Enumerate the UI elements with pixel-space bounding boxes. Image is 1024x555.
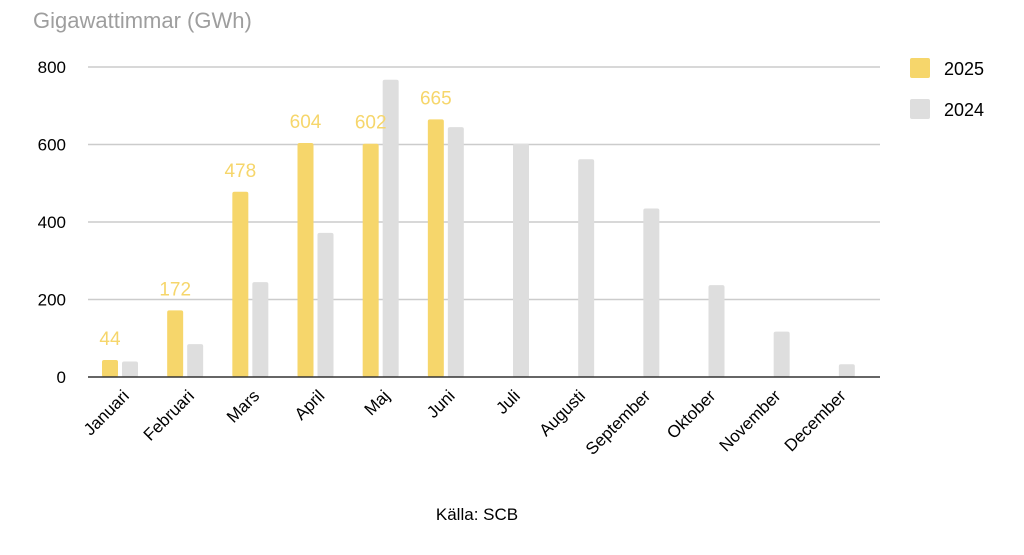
x-tick-label: Mars xyxy=(223,386,263,426)
chart-unit-label: Gigawattimmar (GWh) xyxy=(33,8,252,33)
y-axis-ticks: 0 200 400 600 800 xyxy=(38,58,66,387)
x-tick-label: Maj xyxy=(361,386,394,419)
bar-2024-Oktober xyxy=(708,285,725,377)
bar-2024-December xyxy=(838,364,855,377)
bar-2025-April xyxy=(297,142,314,377)
y-tick-label: 800 xyxy=(38,58,66,77)
bar-2024-September xyxy=(643,208,660,377)
data-label-April: 604 xyxy=(290,112,322,133)
legend-swatch xyxy=(910,99,930,119)
x-axis-ticks: Januari Februari Mars April Maj Juni Juli Augus… xyxy=(80,386,850,458)
data-label-Januari: 44 xyxy=(99,329,121,350)
data-label-Mars: 478 xyxy=(224,161,256,182)
y-tick-label: 200 xyxy=(38,291,66,310)
x-tick-label: Juni xyxy=(423,386,458,421)
bar-2024-Maj xyxy=(382,79,399,377)
bar-2024-November xyxy=(773,331,790,377)
x-tick-label: Januari xyxy=(80,386,133,439)
data-label-Juni: 665 xyxy=(420,88,452,109)
legend-swatch xyxy=(910,58,930,78)
x-tick-label: Oktober xyxy=(663,386,719,442)
bar-2024-Juni xyxy=(447,127,464,377)
bar-2024-Juli xyxy=(513,143,529,377)
x-tick-label: April xyxy=(291,386,328,423)
bar-2024-Februari xyxy=(187,344,204,377)
y-tick-label: 0 xyxy=(57,368,66,387)
bar-2025-Mars xyxy=(232,191,249,377)
x-tick-label: Februari xyxy=(140,386,198,444)
legend-label: 2025 xyxy=(944,59,984,79)
data-label-Februari: 172 xyxy=(159,279,191,300)
y-tick-label: 400 xyxy=(38,213,66,232)
source-label: Källa: SCB xyxy=(436,505,518,524)
x-tick-label: December xyxy=(781,386,850,455)
data-labels: 44 172 478 604 602 665 xyxy=(99,88,451,350)
legend-label: 2024 xyxy=(944,100,984,120)
bar-2025-Maj xyxy=(362,143,379,377)
bar-2025-Januari xyxy=(102,359,118,377)
legend-item-2024: 2024 xyxy=(910,99,984,120)
data-label-Maj: 602 xyxy=(355,113,387,134)
legend: 2025 2024 xyxy=(910,58,984,120)
bar-2024-Mars xyxy=(252,282,269,377)
gridlines xyxy=(88,66,880,301)
bars xyxy=(102,79,855,377)
y-tick-label: 600 xyxy=(38,136,66,155)
bar-2024-Januari xyxy=(122,361,138,377)
bar-2024-April xyxy=(317,232,334,377)
x-tick-label: Juli xyxy=(492,386,523,417)
bar-2025-Februari xyxy=(167,310,184,377)
bar-2024-Augusti xyxy=(578,159,595,377)
legend-item-2025: 2025 xyxy=(910,58,984,79)
x-tick-label: November xyxy=(716,386,785,455)
x-tick-label: Augusti xyxy=(535,386,589,440)
bar-2025-Juni xyxy=(427,119,444,377)
x-tick-label: September xyxy=(582,386,654,458)
